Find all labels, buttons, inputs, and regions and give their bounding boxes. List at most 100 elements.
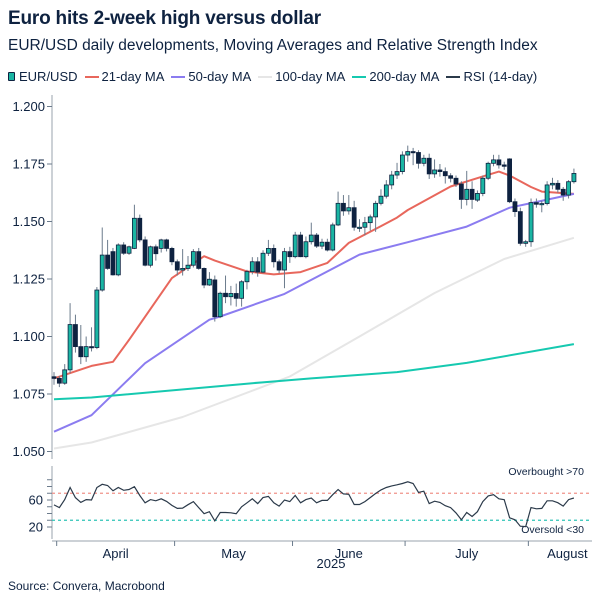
chart-title: Euro hits 2-week high versus dollar (8, 8, 321, 29)
legend: EUR/USD 21-day MA 50-day MA 100-day MA 2… (8, 69, 544, 84)
candle-body (153, 246, 159, 255)
candle-body (442, 171, 448, 177)
candle (501, 161, 507, 170)
candle-body (239, 281, 245, 299)
candle-body (571, 173, 577, 183)
candle (153, 244, 159, 261)
candle (89, 327, 94, 352)
candle-body (389, 174, 395, 186)
candle (421, 154, 427, 167)
candle-body (164, 239, 169, 249)
candle-body (292, 234, 298, 258)
candle (239, 280, 245, 307)
candle (255, 257, 261, 277)
candle-body (475, 193, 480, 201)
candle (83, 336, 89, 362)
candle (51, 372, 57, 385)
x-tick-label: April (103, 546, 129, 561)
candle-body (105, 254, 110, 269)
candle-body (244, 271, 250, 283)
candle (121, 242, 127, 255)
candle-body (190, 251, 196, 266)
ma-line-21-day-ma (53, 170, 574, 380)
candle-body (566, 181, 571, 196)
y-tick-label: 1.175 (12, 157, 45, 172)
candle (105, 239, 110, 270)
candle (383, 180, 389, 199)
candle-body (534, 202, 539, 205)
rsi-y-tick-label: 60 (29, 493, 43, 508)
candle (555, 180, 561, 193)
candle-body (298, 234, 303, 258)
candle-body (373, 202, 379, 218)
candle (399, 151, 405, 175)
candle (475, 190, 480, 202)
candle (351, 200, 357, 231)
candle (223, 275, 228, 304)
candle (164, 238, 169, 252)
chart-subtitle: EUR/USD daily developments, Moving Avera… (8, 37, 538, 54)
candle (228, 285, 234, 306)
candle (464, 170, 470, 206)
candle (324, 238, 330, 252)
candle (442, 167, 448, 184)
candle (99, 227, 105, 292)
candle-body (260, 252, 266, 273)
candle-body (469, 188, 475, 200)
candle (185, 256, 191, 271)
candle (190, 249, 196, 268)
candle (244, 269, 250, 290)
y-tick-label: 1.100 (12, 329, 45, 344)
candle (512, 198, 518, 217)
candle-body (383, 184, 389, 197)
legend-label: EUR/USD (19, 69, 78, 84)
candle-body (78, 346, 84, 358)
candle (523, 239, 529, 247)
candle (73, 314, 78, 353)
candle (196, 247, 202, 270)
x-axis-label: 2025 (317, 556, 346, 571)
candle (416, 150, 421, 169)
candle (367, 214, 373, 231)
candle (78, 325, 84, 365)
candlestick-icon (8, 72, 15, 81)
candle (491, 154, 496, 167)
candle-body (550, 182, 555, 186)
legend-item-100-day-ma: 100-day MA (258, 69, 345, 84)
candle-body (517, 211, 523, 244)
candle-body (399, 154, 405, 172)
candle (485, 161, 491, 181)
x-tick-label: May (221, 546, 246, 561)
candle-body (330, 224, 336, 251)
candle (566, 180, 571, 199)
candle (292, 231, 298, 259)
candle (539, 200, 545, 213)
candle-body (265, 248, 271, 254)
candle-body (73, 324, 78, 348)
candle (282, 247, 287, 289)
candle-body (67, 324, 73, 371)
candle-body (378, 195, 384, 204)
candle (158, 238, 164, 253)
legend-label: RSI (14-day) (463, 69, 538, 84)
candle-body (287, 251, 293, 258)
candle (303, 236, 309, 259)
ma-line-200-day-ma (53, 343, 575, 401)
candle-body (271, 248, 277, 263)
candle-body (458, 183, 464, 200)
candle-body (207, 278, 212, 286)
candle (389, 170, 395, 190)
candle (453, 175, 459, 187)
candle (480, 175, 486, 197)
candle-body (405, 151, 411, 156)
candle (410, 147, 416, 166)
candle (110, 247, 116, 276)
y-tick-label: 1.200 (12, 99, 45, 114)
oversold-label: Oversold <30 (521, 524, 584, 536)
y-tick-label: 1.150 (12, 214, 45, 229)
source-note: Source: Convera, Macrobond (8, 579, 165, 593)
candle-body (512, 201, 518, 213)
candle-body (228, 293, 234, 298)
candle (249, 257, 255, 275)
